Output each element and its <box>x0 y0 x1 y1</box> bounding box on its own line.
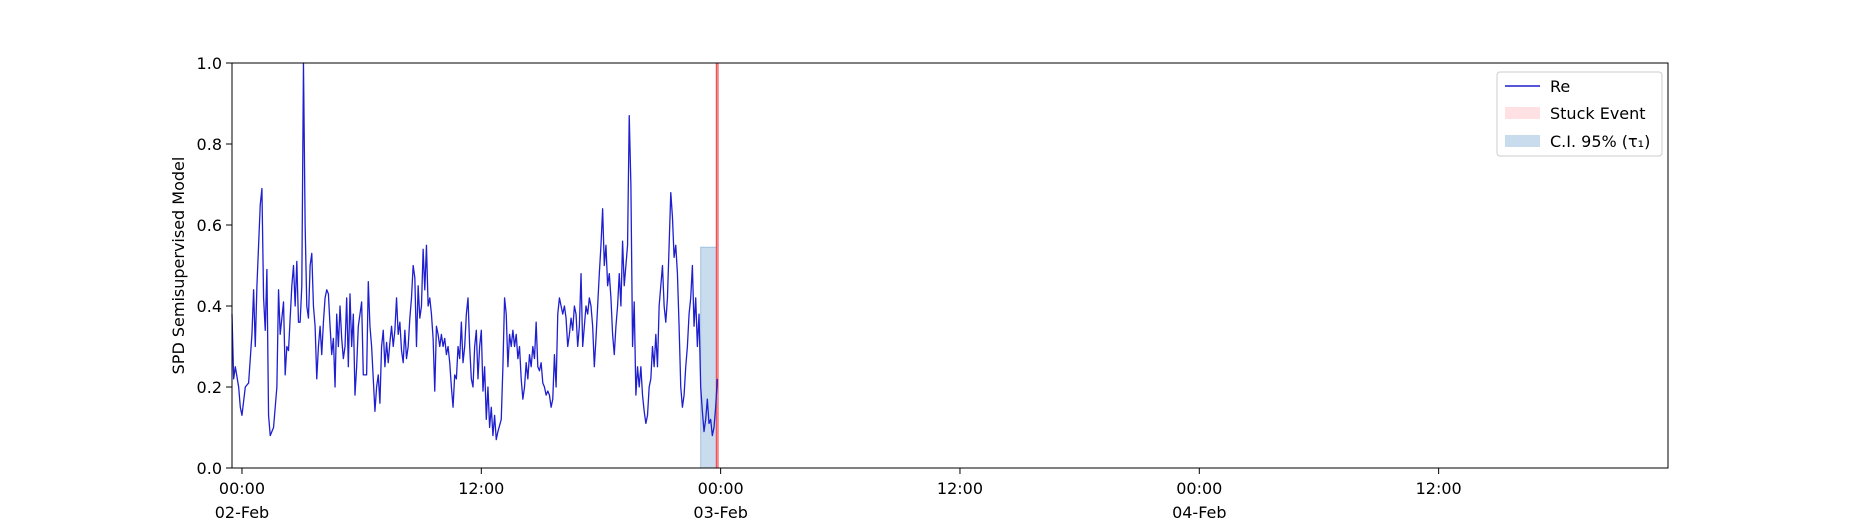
series-layer <box>231 62 718 441</box>
y-tick-label-2: 0.4 <box>197 297 222 316</box>
x-tick-label-0-0: 00:00 <box>219 479 265 498</box>
x-tick-label-4-1: 04-Feb <box>1172 503 1226 522</box>
x-tick-label-4-0: 00:00 <box>1176 479 1222 498</box>
x-tick-label-2-0: 00:00 <box>698 479 744 498</box>
legend-label-span-1: C.I. 95% (τ₁) <box>1550 132 1650 151</box>
legend-label-span-0: Stuck Event <box>1550 104 1646 123</box>
y-tick-label-4: 0.8 <box>197 135 222 154</box>
y-tick-label-5: 1.0 <box>197 54 222 73</box>
x-axis: 00:0002-Feb190012:0000:0003-Feb12:0000:0… <box>215 468 1462 522</box>
legend-swatch-span-0 <box>1505 107 1540 119</box>
x-tick-label-3-0: 12:00 <box>937 479 983 498</box>
y-axis: 0.0 0.2 0.4 0.6 0.8 1.0 <box>197 54 232 478</box>
y-tick-label-3: 0.6 <box>197 216 222 235</box>
x-tick-label-0-1: 02-Feb <box>215 503 269 522</box>
legend-swatch-span-1 <box>1505 135 1540 147</box>
span-0 <box>715 62 719 469</box>
x-tick-label-2-1: 03-Feb <box>693 503 747 522</box>
x-tick-label-1-0: 12:00 <box>458 479 504 498</box>
plot-frame <box>231 62 1669 469</box>
y-axis-label: SPD Semisupervised Model <box>169 157 188 375</box>
span-1 <box>700 246 719 469</box>
y-tick-label-0: 0.0 <box>197 459 222 478</box>
series-line-0 <box>231 62 718 441</box>
x-tick-label-5-0: 12:00 <box>1416 479 1462 498</box>
legend: Re Stuck Event C.I. 95% (τ₁) <box>1496 71 1663 157</box>
y-tick-label-1: 0.2 <box>197 378 222 397</box>
legend-label-series: Re <box>1550 77 1570 96</box>
